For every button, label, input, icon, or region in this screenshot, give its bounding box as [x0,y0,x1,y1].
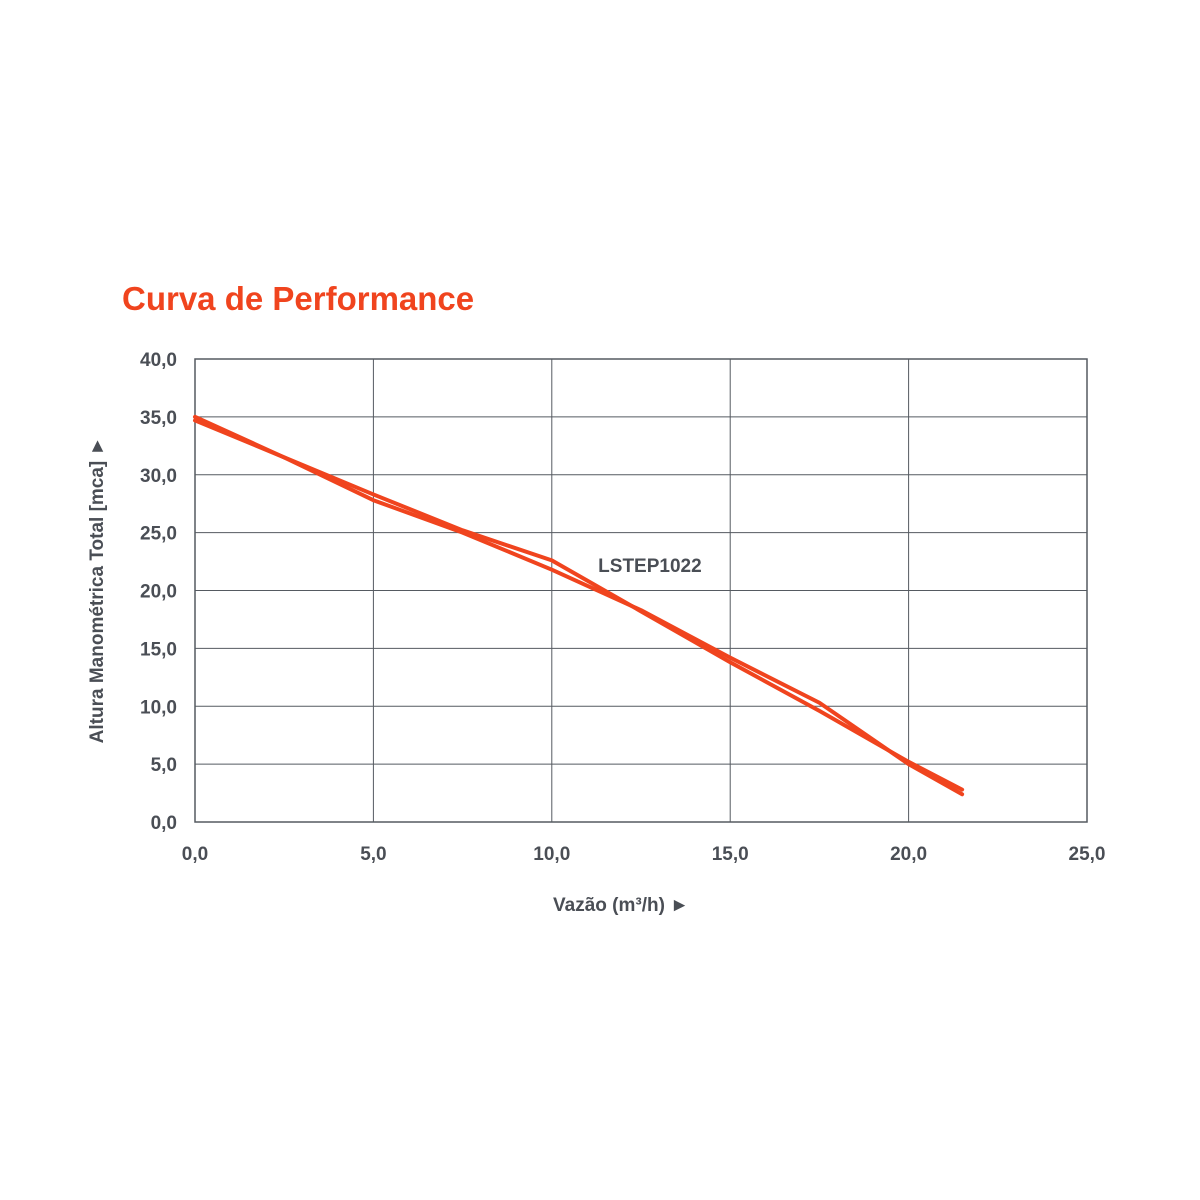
x-tick-label: 25,0 [1069,844,1106,865]
x-tick-label: 15,0 [712,844,749,865]
x-tick-label: 5,0 [360,844,386,865]
y-tick-label: 35,0 [140,408,177,429]
series-line-2 [193,418,965,792]
x-axis-label: Vazão (m³/h) ► [553,895,689,916]
plot-frame [194,358,1088,823]
chart-title: Curva de Performance [122,280,475,317]
y-tick-label: 5,0 [151,755,177,776]
y-tick-label: 15,0 [140,639,177,660]
y-axis-label: Altura Manométrica Total [mca] ► [87,437,108,744]
y-tick-label: 30,0 [140,466,177,487]
x-tick-label: 20,0 [890,844,927,865]
y-tick-label: 10,0 [140,697,177,718]
y-tick-label: 0,0 [151,813,177,834]
series-label: LSTEP1022 [598,556,702,577]
x-tick-label: 0,0 [182,844,208,865]
y-tick-label: 20,0 [140,582,177,603]
y-tick-label: 25,0 [140,524,177,545]
series-line-1 [193,414,965,797]
x-tick-label: 10,0 [533,844,570,865]
y-tick-label: 40,0 [140,350,177,371]
